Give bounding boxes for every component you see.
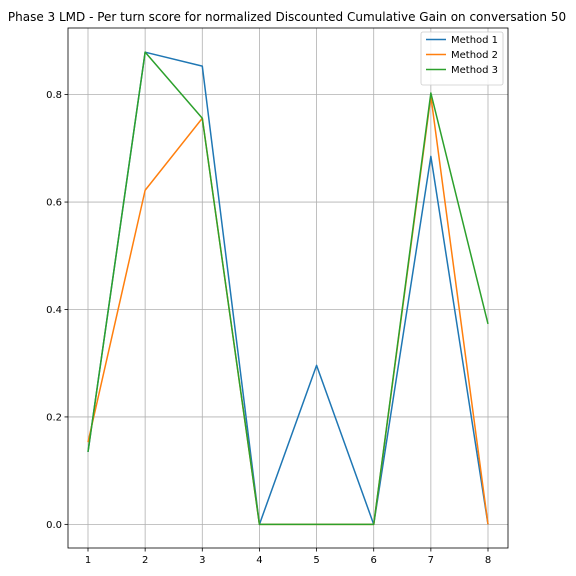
y-tick-label: 0.4 <box>46 305 62 316</box>
y-tick-label: 0.8 <box>46 90 62 101</box>
legend-box <box>420 31 504 86</box>
plot-area-frame <box>67 27 509 549</box>
legend-label: Method 1 <box>451 35 498 46</box>
legend: Method 1 Method 2 Method 3 <box>420 31 504 86</box>
y-tick-label: 0.0 <box>46 520 62 531</box>
x-tick-label: 5 <box>313 555 319 566</box>
series-line-method-3 <box>87 51 489 526</box>
axis-ticks: 1 2 3 4 5 6 7 8 0.0 0.2 0.4 0.6 0.8 <box>46 90 491 566</box>
series-line-method-2 <box>87 95 489 526</box>
x-tick-label: 4 <box>256 555 262 566</box>
x-tick-label: 2 <box>142 555 148 566</box>
series-line-method-1 <box>87 51 489 526</box>
x-tick-label: 1 <box>85 555 91 566</box>
legend-label: Method 3 <box>451 65 498 76</box>
y-tick-label: 0.6 <box>46 198 62 209</box>
x-tick-label: 6 <box>371 555 377 566</box>
chart-title: Phase 3 LMD - Per turn score for normali… <box>8 10 566 24</box>
x-tick-label: 7 <box>428 555 434 566</box>
series-lines <box>87 51 489 526</box>
legend-label: Method 2 <box>451 50 498 61</box>
grid <box>68 28 508 548</box>
y-tick-label: 0.2 <box>46 412 62 423</box>
x-tick-label: 8 <box>485 555 491 566</box>
x-tick-label: 3 <box>199 555 205 566</box>
